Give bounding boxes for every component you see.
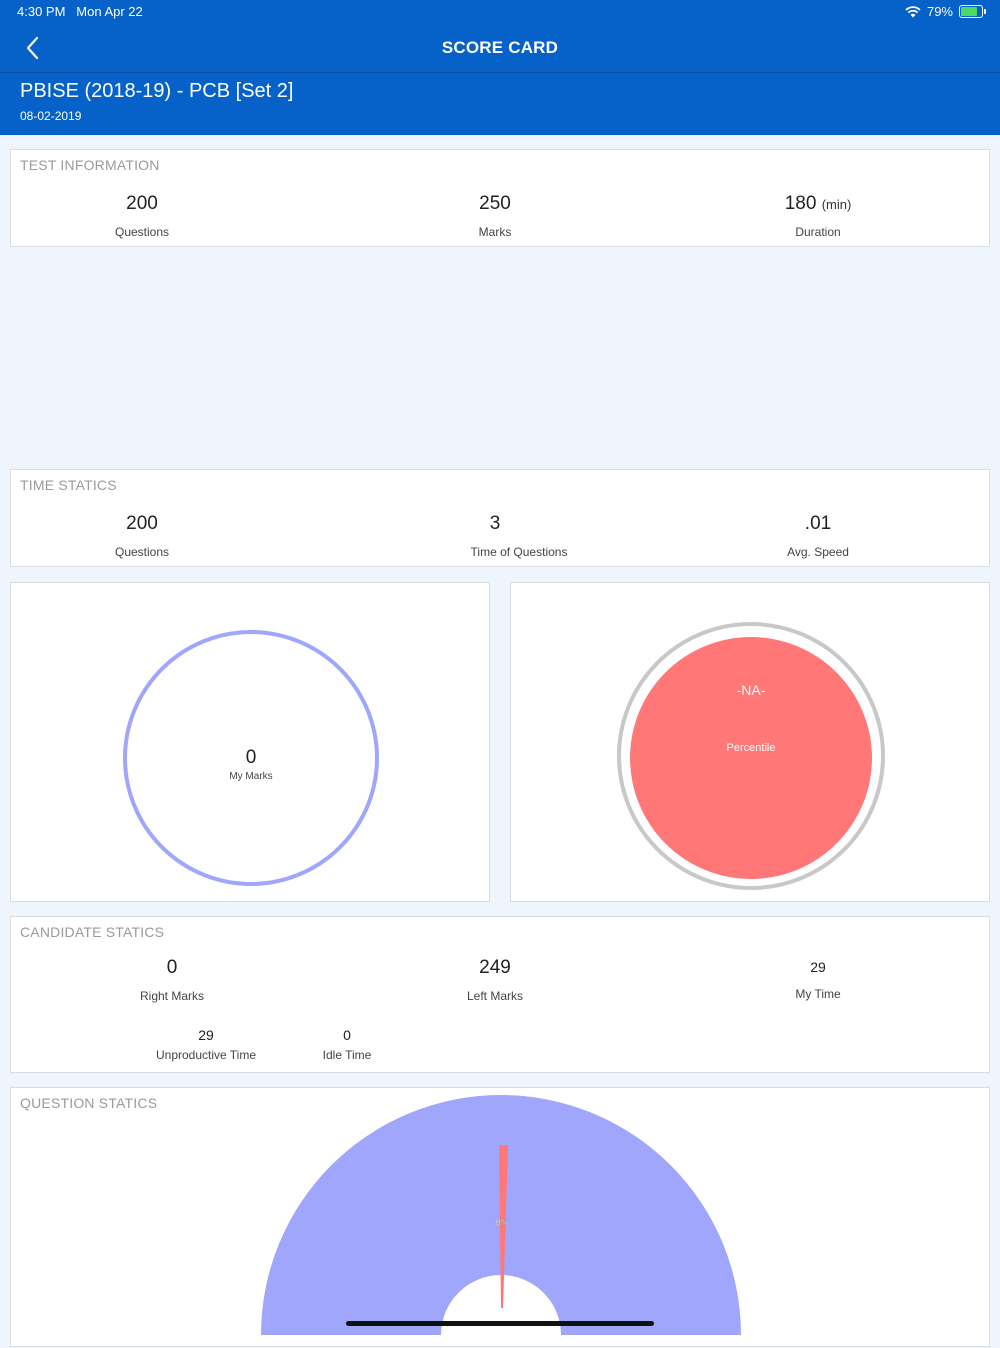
card-title: QUESTION STATICS — [20, 1095, 158, 1111]
test-information-card: TEST INFORMATION 200 Questions 250 Marks… — [10, 149, 990, 247]
percentile-label: Percentile — [727, 742, 776, 754]
time-statics-card: TIME STATICS 200 Questions 3 Time of Que… — [10, 469, 990, 567]
candidate-statics-card: CANDIDATE STATICS 0 Right Marks 249 Left… — [10, 916, 990, 1073]
question-donut-chart: 0% — [261, 1095, 741, 1335]
battery-fill — [961, 7, 977, 16]
test-title: PBISE (2018-19) - PCB [Set 2] — [20, 80, 294, 102]
nav-divider — [0, 72, 1000, 73]
percentile-card: -NA- Percentile — [510, 582, 990, 902]
stat-label: Questions — [114, 225, 170, 239]
app-header: 4:30 PM Mon Apr 22 79% SCORE CARD PBISE … — [0, 0, 1000, 135]
card-title: TEST INFORMATION — [20, 157, 160, 173]
stat-label: Questions — [114, 545, 170, 559]
stat-value: 29 — [810, 959, 826, 975]
stat-questions: 200 Questions — [115, 193, 169, 239]
stat-duration: 180 (min) Duration — [785, 193, 852, 239]
duration-unit: (min) — [821, 197, 852, 212]
my-marks-value: 0 — [246, 747, 257, 768]
stat-label: Right Marks — [139, 989, 205, 1003]
card-title: TIME STATICS — [20, 477, 117, 493]
stat-time-of-questions: 3 Time of Questions — [471, 513, 568, 559]
my-marks-label: My Marks — [229, 771, 272, 782]
battery-icon — [959, 5, 983, 18]
stat-questions: 200 Questions — [115, 513, 169, 559]
stat-value: 29 — [198, 1027, 214, 1043]
stat-value: .01 — [804, 513, 832, 534]
duration-value: 180 — [784, 193, 817, 214]
card-title: CANDIDATE STATICS — [20, 924, 165, 940]
status-indicators: 79% — [905, 4, 986, 19]
status-time: 4:30 PM Mon Apr 22 — [17, 4, 143, 19]
stat-unproductive-time: 29 Unproductive Time — [156, 1027, 256, 1062]
stat-label: Unproductive Time — [155, 1048, 257, 1062]
stat-value: 200 — [126, 513, 158, 534]
status-bar: 4:30 PM Mon Apr 22 79% — [0, 0, 1000, 24]
percentile-ring — [617, 622, 885, 890]
stat-value: 3 — [489, 513, 501, 534]
battery-tip — [984, 9, 986, 14]
donut-highlight-slice — [499, 1145, 508, 1308]
stat-value: 200 — [126, 193, 158, 214]
question-statics-card: QUESTION STATICS 0% — [10, 1087, 990, 1347]
wifi-icon — [905, 5, 921, 17]
status-date: Mon Apr 22 — [76, 4, 143, 19]
stat-my-time: 29 My Time — [795, 959, 840, 1001]
stat-idle-time: 0 Idle Time — [323, 1027, 372, 1062]
donut-slice-label: 0% — [495, 1217, 508, 1227]
home-indicator[interactable] — [346, 1321, 654, 1326]
stat-label: My Time — [795, 987, 841, 1001]
stat-right-marks: 0 Right Marks — [140, 957, 204, 1003]
percentile-value: -NA- — [737, 682, 766, 698]
battery-percent: 79% — [926, 4, 953, 19]
stat-value: 0 — [166, 957, 178, 978]
page-title: SCORE CARD — [441, 38, 559, 57]
stat-marks: 250 Marks — [479, 193, 512, 239]
stat-label: Time of Questions — [470, 545, 568, 559]
stat-label: Marks — [478, 225, 512, 239]
stat-left-marks: 249 Left Marks — [467, 957, 523, 1003]
status-clock: 4:30 PM — [17, 4, 66, 19]
my-marks-gauge: 0 My Marks — [123, 630, 379, 886]
my-marks-card: 0 My Marks — [10, 582, 490, 902]
stat-label: Avg. Speed — [787, 545, 849, 559]
marks-ring — [123, 630, 379, 886]
percentile-gauge: -NA- Percentile — [617, 622, 885, 890]
stat-label: Left Marks — [466, 989, 524, 1003]
chevron-left-icon[interactable] — [20, 34, 48, 62]
percentile-fill — [630, 637, 872, 879]
stat-value: 250 — [479, 193, 511, 214]
stat-avg-speed: .01 Avg. Speed — [787, 513, 849, 559]
stat-value: 249 — [479, 957, 511, 978]
test-date: 08-02-2019 — [20, 109, 82, 123]
stat-value: 0 — [343, 1027, 351, 1043]
stat-label: Idle Time — [322, 1048, 372, 1062]
stat-label: Duration — [795, 225, 841, 239]
stat-value: 180 (min) — [785, 193, 852, 215]
